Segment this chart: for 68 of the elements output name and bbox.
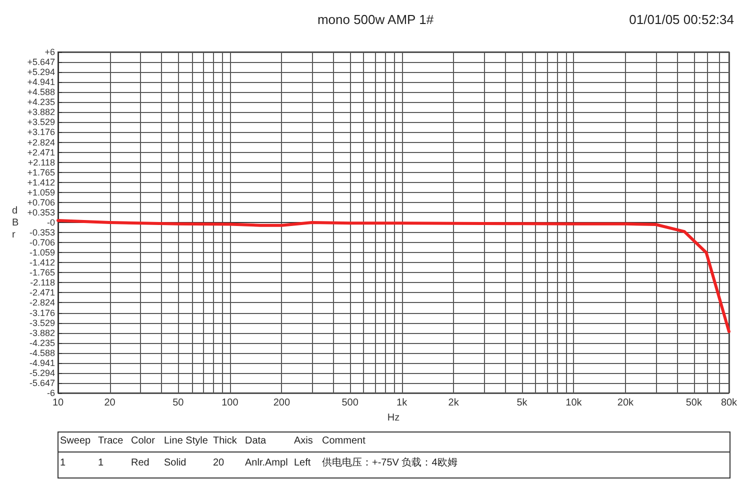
- text: Red: [131, 458, 150, 468]
- x-tick-label: 50: [172, 398, 184, 408]
- y-tick-label: +0.353: [27, 207, 55, 218]
- text: Color: [131, 436, 156, 446]
- y-tick-label: -0.706: [29, 238, 55, 248]
- y-tick-label: +4.588: [27, 87, 55, 98]
- text: Thick: [213, 436, 238, 446]
- y-tick-label: +1.059: [27, 187, 55, 198]
- y-tick-label: -6: [46, 388, 55, 398]
- y-tick-label: +1.765: [27, 167, 55, 178]
- y-tick-label: +4.941: [27, 77, 55, 88]
- y-tick-label: -2.824: [29, 298, 55, 308]
- y-tick-label: -5.294: [29, 368, 55, 378]
- x-tick-label: 2k: [448, 398, 460, 408]
- text: Solid: [164, 458, 186, 468]
- y-tick-label: -2.471: [29, 288, 55, 298]
- text: Comment: [322, 436, 366, 446]
- x-tick-label: 10k: [566, 398, 583, 408]
- y-tick-label: -2.118: [30, 278, 55, 288]
- y-tick-label: +0.706: [27, 197, 55, 208]
- y-tick-label: +5.294: [27, 67, 55, 78]
- y-tick-label: -4.941: [29, 358, 55, 368]
- y-tick-label: +2.471: [27, 147, 55, 158]
- y-tick-label: -1.412: [29, 258, 55, 268]
- y-tick-label: +1.412: [27, 177, 55, 188]
- x-axis-title: Hz: [387, 412, 400, 424]
- y-tick-label: +3.176: [27, 127, 55, 138]
- text: Axis: [294, 436, 313, 446]
- y-tick-label: -4.588: [29, 348, 55, 358]
- x-tick-label: 80k: [720, 398, 738, 408]
- x-tick-label: 20: [104, 398, 116, 408]
- y-tick-label: +3.529: [27, 117, 55, 128]
- text: Anlr.Ampl: [245, 458, 288, 468]
- x-tick-label: 50k: [686, 398, 703, 408]
- x-tick-label: 20k: [617, 398, 635, 408]
- y-tick-label: -5.647: [29, 378, 55, 388]
- y-tick-label: -3.176: [29, 308, 55, 318]
- y-tick-label: +4.235: [27, 97, 55, 108]
- text: Trace: [98, 436, 124, 446]
- y-tick-label: +2.118: [28, 157, 55, 168]
- y-tick-label: -3.529: [29, 318, 55, 328]
- text: 供电电压：+-75V 负载：4欧姆: [322, 456, 458, 468]
- y-tick-label: +5.647: [27, 57, 55, 68]
- text: 1: [60, 458, 66, 468]
- x-tick-label: 200: [273, 398, 290, 408]
- x-tick-label: 500: [342, 398, 359, 408]
- y-tick-label: +2.824: [27, 137, 55, 148]
- text: Left: [294, 458, 311, 468]
- x-tick-label: 5k: [516, 398, 528, 408]
- text: Line Style: [164, 436, 208, 446]
- chart-subtitle: 01/01/05 00:52:34: [629, 12, 734, 27]
- text: Data: [245, 436, 267, 446]
- y-tick-label: -0.353: [29, 228, 55, 238]
- y-tick-label: -3.882: [29, 328, 55, 338]
- x-tick-label: 100: [222, 398, 239, 408]
- text: 1: [98, 458, 104, 468]
- chart-title: mono 500w AMP 1#: [317, 12, 434, 27]
- y-tick-label: -0: [46, 218, 55, 228]
- x-tick-label: 10: [52, 398, 64, 408]
- y-tick-label: -1.059: [29, 248, 55, 258]
- y-tick-label: +3.882: [27, 107, 55, 118]
- y-tick-label: -1.765: [29, 268, 55, 278]
- x-tick-label: 1k: [396, 398, 408, 408]
- y-axis-title: dBr: [12, 206, 19, 240]
- y-tick-label: +6: [44, 47, 55, 57]
- y-tick-label: -4.235: [29, 338, 55, 348]
- text: Sweep: [60, 436, 92, 446]
- text: 20: [213, 458, 225, 468]
